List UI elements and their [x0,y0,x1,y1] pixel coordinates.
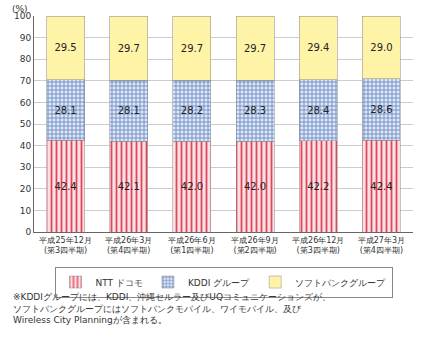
svg-text:100: 100 [14,11,31,21]
svg-text:29.0: 29.0 [370,42,392,53]
svg-text:平成27年3月(第4四半期): 平成27年3月(第4四半期) [358,236,405,255]
svg-text:28.3: 28.3 [244,105,266,116]
svg-text:平成26年12月(第3四半期): 平成26年12月(第3四半期) [292,236,344,255]
svg-text:28.4: 28.4 [307,105,329,116]
svg-text:平成26年3月(第4四半期): 平成26年3月(第4四半期) [105,236,152,255]
svg-text:42.2: 42.2 [307,181,329,192]
svg-text:42.4: 42.4 [370,181,392,192]
svg-text:29.7: 29.7 [118,43,140,54]
svg-text:28.2: 28.2 [181,105,203,116]
svg-text:29.4: 29.4 [307,42,329,53]
svg-text:KDDI グループ: KDDI グループ [188,278,250,288]
svg-text:42.0: 42.0 [181,181,203,192]
svg-text:NTT ドコモ: NTT ドコモ [96,278,143,288]
svg-text:平成25年12月(第3四半期): 平成25年12月(第3四半期) [39,236,91,255]
svg-text:20: 20 [20,184,32,194]
svg-text:29.7: 29.7 [181,43,203,54]
svg-text:30: 30 [20,162,32,172]
svg-text:0: 0 [25,227,31,237]
svg-text:28.1: 28.1 [54,105,76,116]
svg-text:80: 80 [20,54,32,64]
svg-text:42.4: 42.4 [54,181,76,192]
svg-text:※KDDIグループには、KDDI、沖縄セルラー及びUQコミュ: ※KDDIグループには、KDDI、沖縄セルラー及びUQコミュニケーションズが、ソ… [13,292,331,325]
svg-text:平成26年9月(第2四半期): 平成26年9月(第2四半期) [231,236,278,255]
svg-text:(%): (%) [12,4,28,14]
svg-text:28.1: 28.1 [118,105,140,116]
svg-text:50: 50 [20,119,32,129]
svg-text:10: 10 [20,206,32,216]
svg-text:平成26年6月(第1四半期): 平成26年6月(第1四半期) [168,236,215,255]
svg-text:40: 40 [20,141,32,151]
svg-text:60: 60 [20,98,32,108]
svg-text:28.6: 28.6 [370,104,392,115]
svg-text:42.1: 42.1 [118,181,140,192]
svg-text:ソフトバンクグループ: ソフトバンクグループ [295,278,386,288]
svg-text:29.5: 29.5 [54,42,76,53]
svg-text:90: 90 [20,33,32,43]
svg-text:42.0: 42.0 [244,181,266,192]
svg-text:29.7: 29.7 [244,43,266,54]
svg-text:70: 70 [20,76,32,86]
